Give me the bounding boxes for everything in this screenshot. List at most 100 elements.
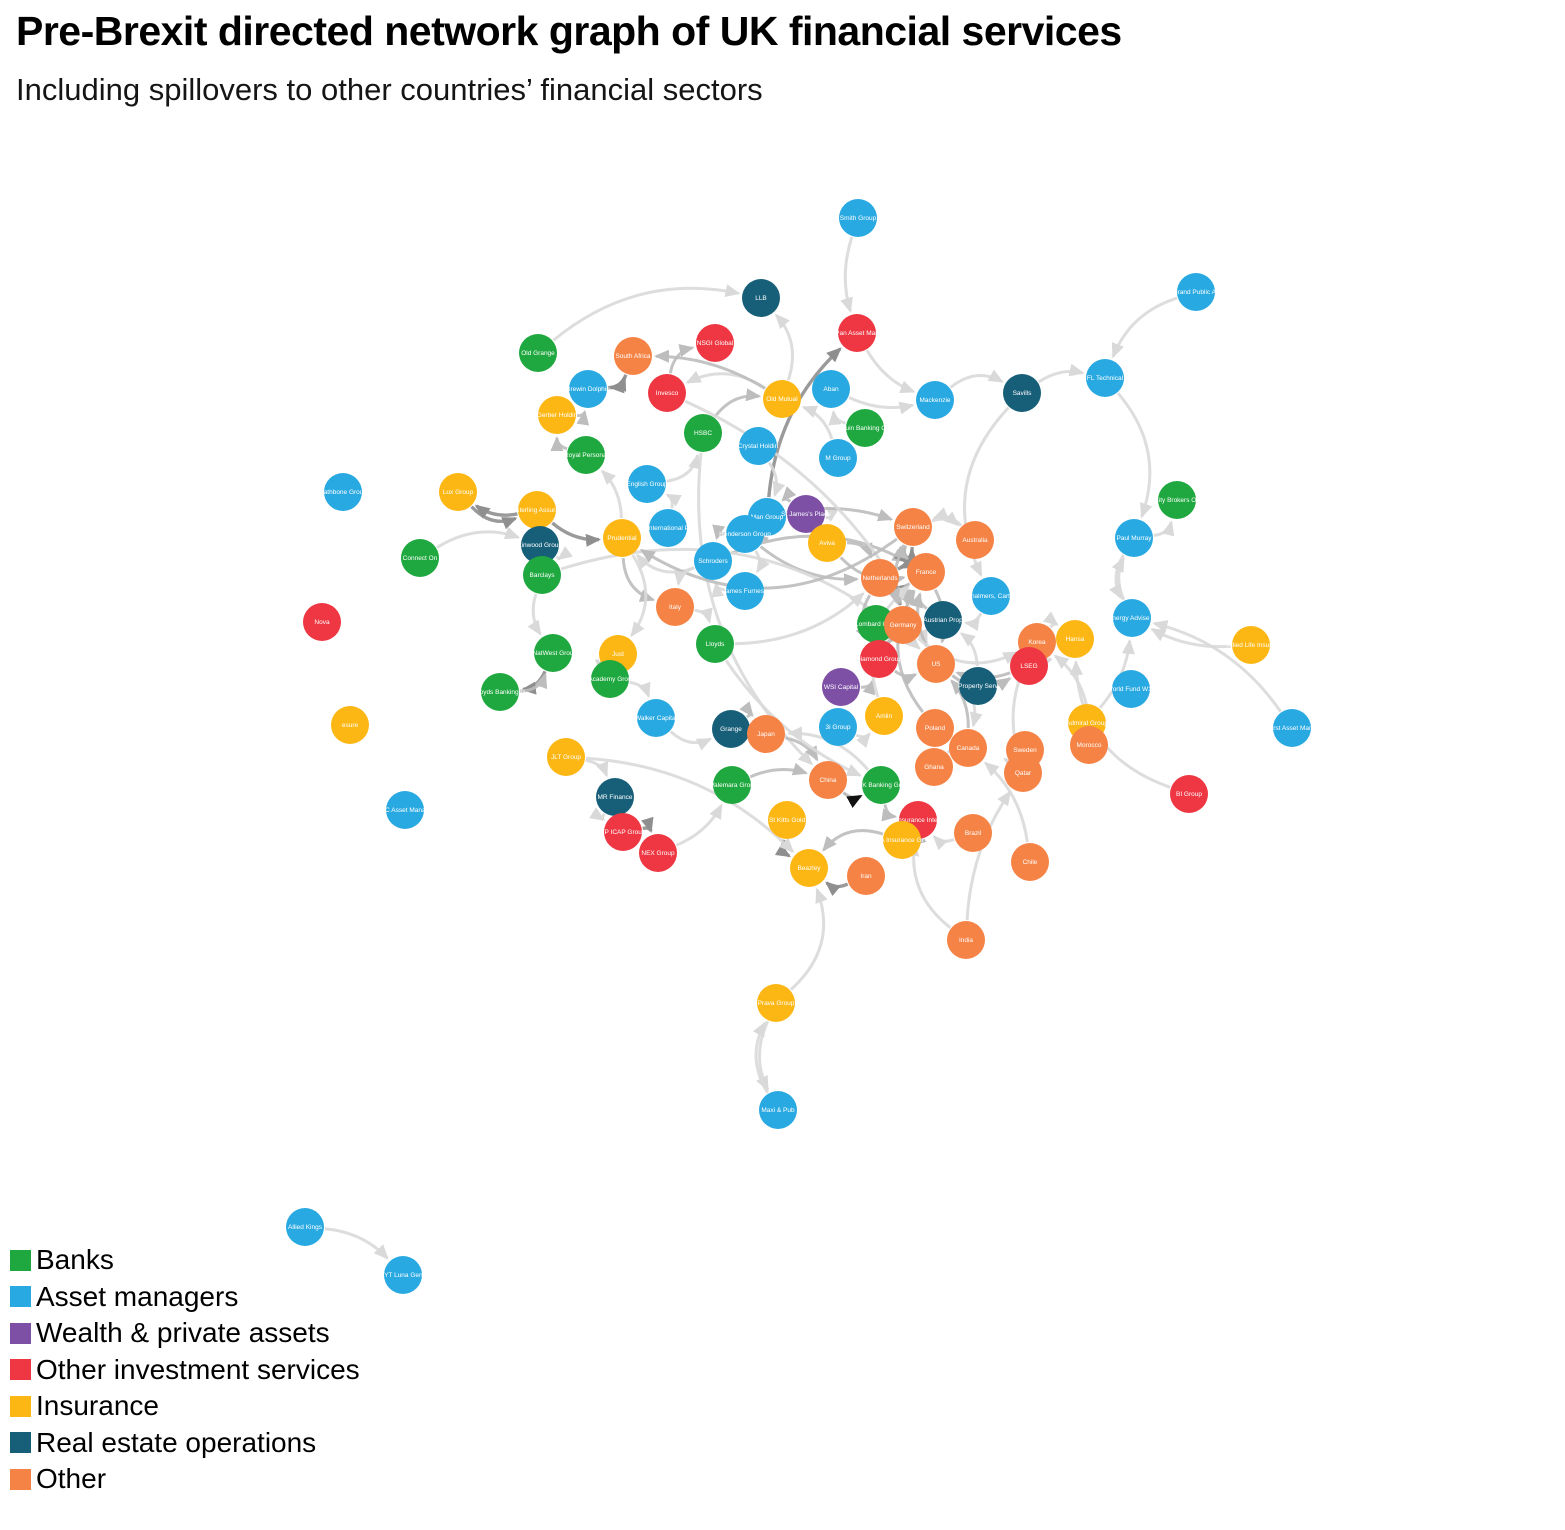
network-node-ghana[interactable]: Ghana — [915, 748, 953, 786]
node-circle-south-africa[interactable] — [614, 337, 652, 375]
network-node-maxi-pub[interactable]: Maxi & Pub — [759, 1091, 797, 1129]
network-node-lux-group[interactable]: Lux Group — [439, 473, 477, 511]
node-circle-energy-advise[interactable] — [1113, 599, 1151, 637]
node-circle-barclays[interactable] — [523, 556, 561, 594]
network-node-royal-personal[interactable]: Royal Personal — [564, 436, 609, 474]
node-circle-australia[interactable] — [956, 521, 994, 559]
node-circle-aban[interactable] — [812, 370, 850, 408]
node-circle-india[interactable] — [947, 921, 985, 959]
network-node-mr-finance[interactable]: MR Finance — [596, 778, 634, 816]
network-node-pan-asset-man[interactable]: Pan Asset Man — [835, 314, 879, 352]
network-node-savills[interactable]: Savills — [1003, 374, 1041, 412]
node-circle-nova[interactable] — [303, 603, 341, 641]
network-node-schroders[interactable]: Schroders — [694, 542, 732, 580]
node-circle-a-insurance-gr[interactable] — [883, 821, 921, 859]
node-circle-gerber-holdin[interactable] — [538, 396, 576, 434]
network-node-james-furness[interactable]: James Furness — [723, 572, 768, 610]
node-circle-allied-life-insura[interactable] — [1232, 626, 1270, 664]
network-node-australia[interactable]: Australia — [956, 521, 994, 559]
network-node-jlt-group[interactable]: JLT Group — [547, 738, 585, 776]
network-node-st-kitts-gold[interactable]: St Kitts Gold — [768, 801, 806, 839]
network-node-beazley[interactable]: Beazley — [790, 849, 828, 887]
network-node-energy-advise[interactable]: Energy Advise R — [1108, 599, 1156, 637]
node-circle-allied-kings[interactable] — [286, 1208, 324, 1246]
node-circle-brazil[interactable] — [954, 814, 992, 852]
node-circle-syt-luna-gene[interactable] — [384, 1256, 422, 1294]
network-node-barclays[interactable]: Barclays — [523, 556, 561, 594]
network-node-allied-life-insura[interactable]: Allied Life Insura — [1227, 626, 1275, 664]
node-circle-iran[interactable] — [847, 857, 885, 895]
node-circle-italy[interactable] — [656, 588, 694, 626]
network-node-natwest-group[interactable]: NatWest Grou — [532, 634, 574, 672]
node-circle-royal-personal[interactable] — [567, 436, 605, 474]
node-circle-paul-murray[interactable] — [1115, 519, 1153, 557]
network-node-poland[interactable]: Poland — [916, 709, 954, 747]
node-circle-savills[interactable] — [1003, 374, 1041, 412]
node-circle-france[interactable] — [907, 553, 945, 591]
network-node-invesco[interactable]: Invesco — [648, 374, 686, 412]
network-node-esure[interactable]: esure — [331, 706, 369, 744]
network-node-germany[interactable]: Germany — [884, 606, 922, 644]
node-circle-morocco[interactable] — [1070, 726, 1108, 764]
network-node-chalmers-carter[interactable]: Chalmers, Carter — [966, 577, 1017, 615]
network-node-nsgi-global[interactable]: NSGI Global — [696, 324, 734, 362]
network-node-morocco[interactable]: Morocco — [1070, 726, 1108, 764]
network-node-china[interactable]: China — [809, 761, 847, 799]
node-circle-english-group[interactable] — [628, 465, 666, 503]
node-circle-hsbc[interactable] — [684, 414, 722, 452]
node-circle-china[interactable] — [809, 761, 847, 799]
network-node-quin-banking-co[interactable]: Quin Banking Co — [840, 409, 890, 447]
network-node-hansa[interactable]: Hansa — [1056, 620, 1094, 658]
node-circle-switzerland[interactable] — [894, 508, 932, 546]
network-node-valemara-group[interactable]: Valemara Grou — [710, 766, 754, 804]
node-circle-property-serv[interactable] — [959, 667, 997, 705]
node-circle-mackenzie[interactable] — [916, 381, 954, 419]
network-node-rathbone-group[interactable]: Rathbone Group — [319, 473, 367, 511]
node-circle-smith-group[interactable] — [839, 199, 877, 237]
node-circle-qatar[interactable] — [1004, 754, 1042, 792]
network-node-austrian-prop[interactable]: Austrian Prop — [923, 601, 963, 639]
node-circle-beazley[interactable] — [790, 849, 828, 887]
network-node-syt-luna-gene[interactable]: SYT Luna Gene — [380, 1256, 427, 1294]
node-circle-old-grange[interactable] — [519, 334, 557, 372]
network-node-iran[interactable]: Iran — [847, 857, 885, 895]
network-node-lloyds[interactable]: Lloyds — [696, 625, 734, 663]
node-circle-crystal-holdin[interactable] — [739, 427, 777, 465]
node-circle-lux-group[interactable] — [439, 473, 477, 511]
node-circle-st-james-place[interactable] — [787, 495, 825, 533]
network-node-prudential[interactable]: Prudential — [603, 519, 641, 557]
node-circle-us[interactable] — [917, 645, 955, 683]
node-circle-uk-banking-gro[interactable] — [862, 766, 900, 804]
node-circle-canada[interactable] — [949, 729, 987, 767]
network-node-brewin-dolphin[interactable]: Brewin Dolphin — [566, 370, 610, 408]
network-node-gerber-holdin[interactable]: Gerber Holdin — [537, 396, 578, 434]
node-circle-lloyds-banking-g[interactable] — [481, 673, 519, 711]
network-node-prava-group[interactable]: Prava Group — [757, 984, 795, 1022]
node-circle-linwood-group[interactable] — [521, 526, 559, 564]
network-node-france[interactable]: France — [907, 553, 945, 591]
network-node-world-fund[interactable]: World Fund W14 — [1107, 670, 1156, 708]
node-circle-lloyds[interactable] — [696, 625, 734, 663]
network-node-lloyds-banking-g[interactable]: Lloyds Banking G — [475, 673, 526, 711]
node-circle-rathbone-group[interactable] — [324, 473, 362, 511]
node-circle-quin-banking-co[interactable] — [846, 409, 884, 447]
network-node-chile[interactable]: Chile — [1011, 843, 1049, 881]
node-circle-netherlands[interactable] — [861, 559, 899, 597]
node-circle-academy-group[interactable] — [591, 660, 629, 698]
node-circle-nsgi-global[interactable] — [696, 324, 734, 362]
node-circle-prava-group[interactable] — [757, 984, 795, 1022]
network-node-netherlands[interactable]: Netherlands — [861, 559, 899, 597]
node-circle-valemara-group[interactable] — [713, 766, 751, 804]
node-circle-aviva[interactable] — [808, 524, 846, 562]
node-circle-germany[interactable] — [884, 606, 922, 644]
network-node-japan[interactable]: Japan — [747, 715, 785, 753]
node-circle-bc-asset-manag[interactable] — [386, 791, 424, 829]
node-circle-nex-group[interactable] — [639, 834, 677, 872]
node-circle-old-mutual[interactable] — [763, 380, 801, 418]
network-node-old-grange[interactable]: Old Grange — [519, 334, 557, 372]
network-node-old-mutual[interactable]: Old Mutual — [763, 380, 801, 418]
node-circle-city-brokers-on[interactable] — [1158, 481, 1196, 519]
network-node-uk-banking-gro[interactable]: UK Banking Gro — [858, 766, 905, 804]
node-circle-grand-public-aff[interactable] — [1177, 273, 1215, 311]
network-node-smith-group[interactable]: Smith Group — [839, 199, 877, 237]
